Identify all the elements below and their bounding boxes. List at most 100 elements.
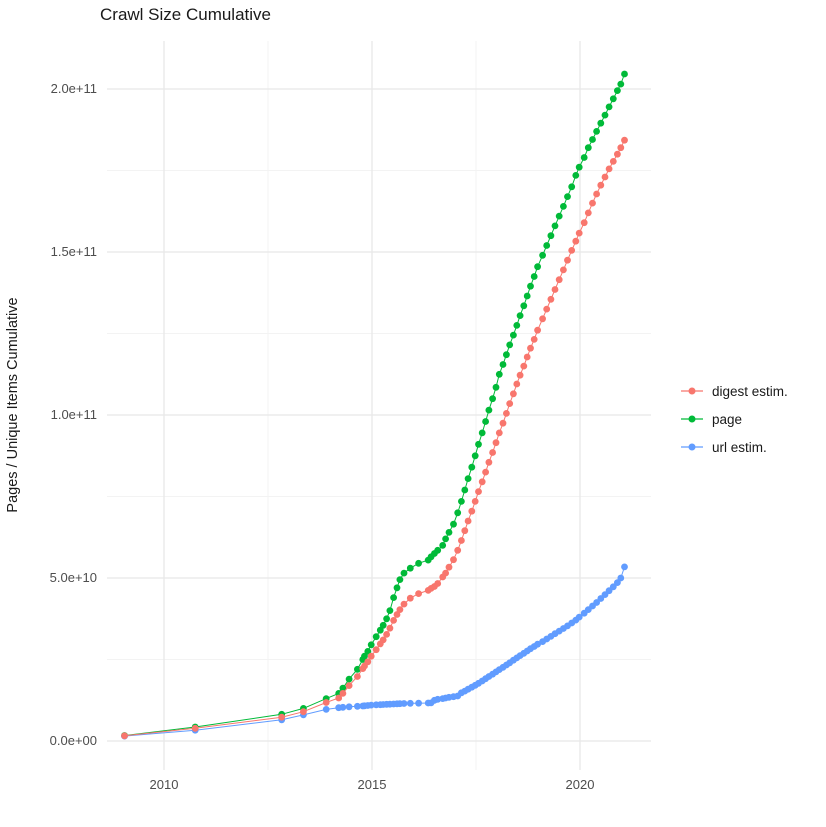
data-point-page (434, 546, 442, 554)
data-point-page (510, 331, 517, 339)
data-point-digest-estim (442, 569, 449, 577)
data-point-page (390, 594, 397, 601)
data-point-page (614, 87, 621, 94)
data-point-page (597, 119, 605, 127)
data-point-page (489, 395, 496, 403)
data-point-page (439, 542, 447, 549)
data-point-digest-estim (492, 439, 500, 447)
data-point-page (454, 509, 462, 517)
data-point-digest-estim (390, 617, 397, 624)
data-point-digest-estim (121, 732, 128, 740)
data-point-page (492, 383, 500, 391)
data-point-page (516, 312, 524, 319)
data-point-page (575, 163, 583, 171)
data-point-digest-estim (621, 136, 628, 144)
data-point-page (551, 222, 559, 230)
data-point-digest-estim (345, 682, 353, 689)
data-point-digest-estim (396, 606, 404, 613)
data-point-digest-estim (191, 724, 199, 732)
data-point-page (475, 440, 482, 448)
data-point-digest-estim (543, 305, 551, 313)
data-point-digest-estim (482, 468, 489, 476)
data-point-digest-estim (609, 158, 617, 165)
data-point-page (560, 203, 567, 210)
x-tick-label: 2020 (565, 777, 595, 792)
data-point-page (621, 70, 628, 78)
data-point-page (485, 406, 493, 414)
data-point-digest-estim (539, 315, 546, 323)
legend-item-digest-estim: digest estim. (681, 381, 788, 401)
data-point-page (345, 675, 353, 683)
data-point-page (367, 641, 375, 649)
data-point-page (593, 127, 600, 135)
data-point-digest-estim (617, 144, 625, 152)
data-point-digest-estim (322, 699, 330, 706)
legend-label: digest estim. (712, 383, 788, 399)
data-point-url-estim (415, 699, 422, 707)
data-point-page (361, 652, 368, 660)
data-point-page (601, 111, 609, 119)
data-point-digest-estim (300, 708, 307, 716)
data-point-page (471, 452, 479, 460)
data-point-digest-estim (597, 181, 605, 189)
data-point-url-estim (367, 701, 375, 709)
data-point-page (468, 463, 476, 471)
data-point-page (482, 418, 489, 425)
data-point-digest-estim (593, 190, 600, 198)
data-point-digest-estim (527, 344, 534, 352)
chart-title: Crawl Size Cumulative (100, 5, 271, 24)
data-point-digest-estim (471, 498, 479, 505)
data-point-digest-estim (530, 336, 538, 343)
legend-label: url estim. (712, 439, 767, 455)
data-point-digest-estim (339, 690, 347, 697)
data-point-digest-estim (560, 266, 567, 274)
data-point-url-estim (322, 706, 330, 713)
data-point-digest-estim (468, 507, 476, 515)
data-point-digest-estim (584, 209, 592, 217)
y-tick-label: 1.5e+11 (50, 244, 97, 259)
data-point-url-estim (354, 702, 361, 710)
y-tick-label: 0.0e+00 (49, 733, 97, 748)
data-point-page (339, 684, 347, 692)
data-point-page (442, 535, 449, 543)
data-point-digest-estim (568, 247, 576, 254)
data-point-url-estim (339, 703, 347, 711)
data-point-url-estim (609, 583, 617, 591)
data-point-digest-estim (499, 419, 507, 427)
y-axis-title: Pages / Unique Items Cumulative (5, 297, 21, 513)
data-point-page (415, 559, 422, 567)
data-point-page (589, 136, 596, 143)
data-point-page (393, 584, 401, 592)
legend-key-icon (681, 415, 703, 423)
legend-key-icon (681, 443, 703, 451)
data-point-digest-estim (461, 527, 469, 535)
data-point-digest-estim (572, 237, 580, 245)
data-point-page (580, 154, 588, 161)
data-point-digest-estim (520, 362, 528, 370)
data-point-page (564, 193, 571, 201)
gridlines (107, 41, 651, 770)
data-point-page (386, 607, 394, 614)
data-point-page (396, 576, 404, 583)
data-point-page (555, 212, 563, 220)
data-point-url-estim (400, 700, 408, 707)
data-point-digest-estim (506, 400, 514, 407)
data-point-digest-estim (564, 256, 571, 264)
data-point-page (543, 242, 551, 249)
data-point-digest-estim (464, 517, 472, 525)
data-point-page (523, 292, 531, 300)
data-point-digest-estim (580, 219, 588, 227)
data-point-url-estim (575, 613, 583, 621)
data-point-page (527, 282, 534, 290)
data-point-digest-estim (614, 150, 621, 158)
data-point-digest-estim (278, 713, 286, 721)
data-point-digest-estim (575, 229, 583, 237)
data-point-page (503, 351, 510, 359)
data-point-digest-estim (589, 199, 596, 207)
data-point-url-estim (617, 574, 625, 582)
data-point-page (400, 569, 408, 577)
data-point-page (458, 498, 465, 505)
data-point-digest-estim (555, 276, 563, 284)
